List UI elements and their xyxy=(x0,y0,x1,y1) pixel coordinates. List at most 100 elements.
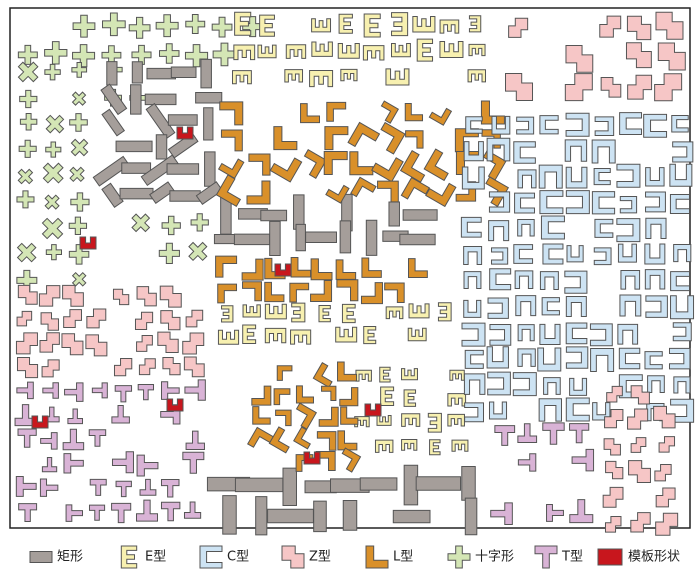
building-shape xyxy=(41,433,57,449)
building-shape xyxy=(570,500,593,523)
building-shape xyxy=(620,197,636,213)
building-shape xyxy=(17,311,32,326)
building-shape xyxy=(324,152,347,175)
building-shape xyxy=(670,194,689,213)
building-shape xyxy=(68,409,83,424)
legend-label: 模板形状 xyxy=(628,550,680,565)
building-layer xyxy=(13,12,694,535)
building-shape xyxy=(428,413,441,432)
building-shape xyxy=(274,389,290,405)
legend-icon xyxy=(448,546,470,568)
building-shape xyxy=(376,101,398,123)
building-shape xyxy=(102,183,123,207)
building-shape xyxy=(464,272,481,289)
template-shape xyxy=(304,452,320,464)
building-shape xyxy=(160,286,181,307)
building-shape xyxy=(462,323,485,346)
building-shape xyxy=(185,380,205,400)
building-shape xyxy=(283,468,297,505)
building-shape xyxy=(389,202,400,226)
building-shape xyxy=(492,248,508,264)
template-shape xyxy=(80,237,96,249)
building-shape xyxy=(566,297,586,317)
building-shape xyxy=(488,298,508,318)
building-shape xyxy=(113,289,128,304)
building-shape xyxy=(540,324,560,344)
building-shape xyxy=(337,448,361,472)
building-shape xyxy=(186,15,205,34)
building-shape xyxy=(606,461,623,478)
building-shape xyxy=(547,505,564,522)
building-shape xyxy=(566,347,587,368)
building-shape xyxy=(417,39,432,61)
building-shape xyxy=(285,70,303,82)
building-shape xyxy=(132,45,151,64)
building-shape xyxy=(201,59,212,87)
legend-label: 矩形 xyxy=(57,550,83,565)
building-shape xyxy=(114,358,131,375)
building-shape xyxy=(218,284,237,303)
building-shape xyxy=(87,309,106,328)
building-shape xyxy=(513,373,536,396)
building-shape xyxy=(135,312,152,329)
building-shape xyxy=(518,325,534,341)
building-shape xyxy=(595,117,614,136)
building-shape xyxy=(132,62,142,83)
building-shape xyxy=(438,303,451,321)
building-shape xyxy=(16,333,37,354)
building-shape xyxy=(377,415,391,425)
building-shape xyxy=(540,272,558,290)
building-shape xyxy=(17,191,34,208)
building-shape xyxy=(461,217,481,237)
building-shape xyxy=(341,69,357,80)
building-shape xyxy=(46,142,61,157)
building-shape xyxy=(465,498,477,535)
template-shape xyxy=(32,416,48,428)
building-shape xyxy=(73,45,95,67)
building-shape xyxy=(17,382,33,398)
building-shape xyxy=(402,369,418,380)
building-shape xyxy=(566,167,587,188)
building-shape xyxy=(402,414,420,427)
building-shape xyxy=(138,384,153,399)
building-shape xyxy=(409,259,428,278)
building-shape xyxy=(184,502,200,518)
building-shape xyxy=(607,386,623,402)
building-shape xyxy=(141,155,178,185)
building-shape xyxy=(159,243,179,263)
building-shape xyxy=(618,324,638,344)
building-shape xyxy=(40,479,57,496)
building-shape xyxy=(196,93,222,104)
building-shape xyxy=(276,410,292,426)
building-shape xyxy=(64,454,83,473)
building-shape xyxy=(161,311,180,330)
building-shape xyxy=(450,370,464,380)
building-shape xyxy=(674,377,690,393)
building-shape xyxy=(628,75,652,99)
building-shape xyxy=(515,271,533,289)
building-shape xyxy=(674,244,691,261)
building-shape xyxy=(656,12,683,39)
building-shape xyxy=(37,213,68,244)
building-shape xyxy=(670,164,692,186)
building-shape xyxy=(655,74,682,101)
building-shape xyxy=(518,170,536,188)
building-shape xyxy=(290,403,316,429)
building-shape xyxy=(448,394,466,406)
building-shape xyxy=(72,62,87,77)
building-shape xyxy=(386,69,409,85)
building-shape xyxy=(122,163,151,174)
building-shape xyxy=(102,109,124,135)
building-shape xyxy=(256,497,267,535)
building-shape xyxy=(243,305,260,317)
building-shape xyxy=(342,304,355,322)
building-shape xyxy=(66,505,82,521)
building-shape xyxy=(131,85,142,114)
building-shape xyxy=(310,71,333,87)
building-shape xyxy=(42,111,69,138)
building-shape xyxy=(392,13,408,36)
building-shape xyxy=(405,103,422,120)
building-shape xyxy=(514,245,533,264)
building-shape xyxy=(46,245,61,260)
building-shape xyxy=(18,429,36,447)
